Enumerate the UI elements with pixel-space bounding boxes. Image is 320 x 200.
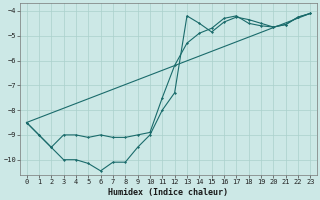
X-axis label: Humidex (Indice chaleur): Humidex (Indice chaleur) <box>108 188 228 197</box>
